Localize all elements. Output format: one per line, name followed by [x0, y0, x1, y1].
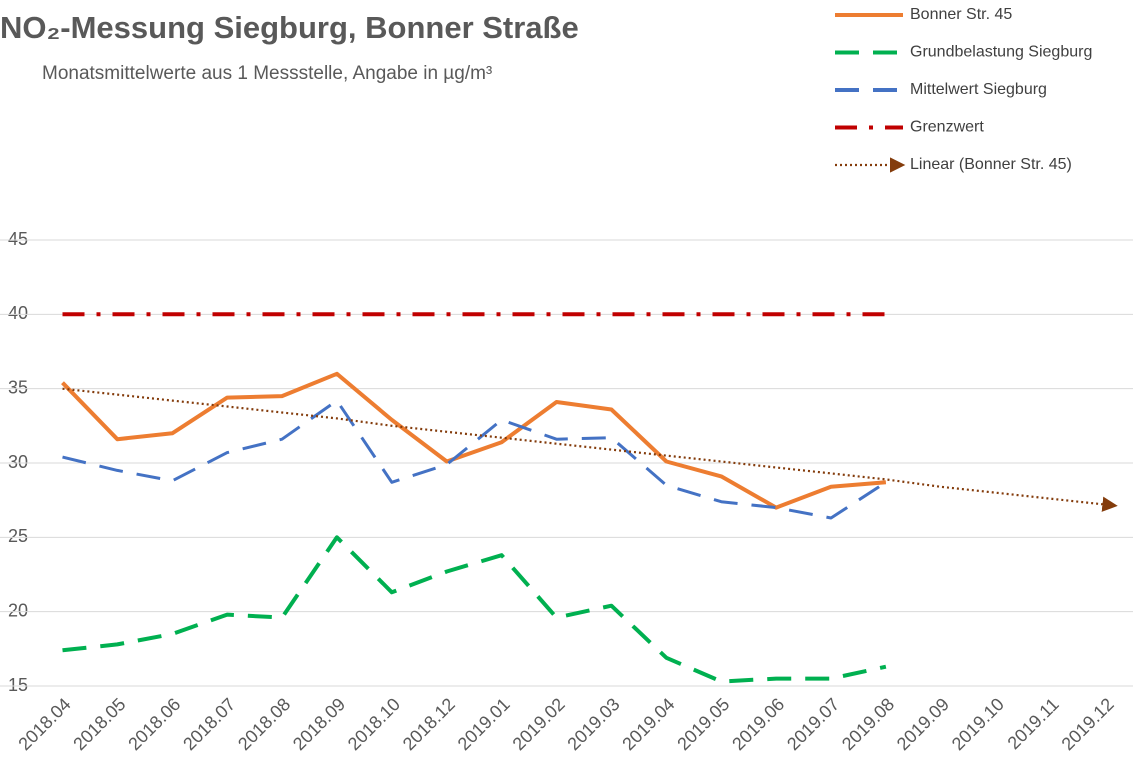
series-line	[62, 535, 887, 684]
legend-item: Linear (Bonner Str. 45)	[835, 156, 1072, 173]
legend-label: Mittelwert Siegburg	[910, 81, 1047, 98]
y-tick-label: 40	[8, 303, 28, 323]
y-tick-label: 30	[8, 452, 28, 472]
x-tick-label: 2018.09	[289, 694, 349, 754]
x-tick-label: 2019.08	[838, 694, 898, 754]
chart-subtitle: Monatsmittelwerte aus 1 Messstelle, Anga…	[42, 63, 492, 84]
y-tick-label: 45	[8, 229, 28, 249]
legend-item: Mittelwert Siegburg	[835, 81, 1047, 98]
x-tick-label: 2019.02	[509, 694, 569, 754]
legend-item: Bonner Str. 45	[835, 6, 1012, 23]
x-tick-label: 2019.11	[1004, 694, 1063, 753]
x-tick-label: 2019.12	[1058, 694, 1118, 754]
x-tick-label: 2018.04	[14, 694, 74, 754]
x-tick-label: 2018.06	[124, 694, 184, 754]
chart-title: NO₂-Messung Siegburg, Bonner Straße	[0, 10, 579, 45]
x-tick-label: 2019.06	[728, 694, 788, 754]
x-tick-label: 2019.10	[948, 694, 1008, 754]
x-tick-label: 2018.10	[344, 694, 404, 754]
legend-item: Grundbelastung Siegburg	[835, 44, 1092, 61]
legend-label: Bonner Str. 45	[910, 6, 1012, 23]
x-tick-label: 2018.08	[234, 694, 294, 754]
x-tick-label: 2018.05	[69, 694, 129, 754]
legend-item: Grenzwert	[835, 119, 984, 136]
x-tick-label: 2019.04	[618, 694, 678, 754]
x-tick-label: 2018.07	[179, 694, 239, 754]
y-tick-label: 15	[8, 675, 28, 695]
x-tick-label: 2019.01	[454, 694, 514, 754]
y-tick-label: 20	[8, 600, 28, 620]
y-tick-label: 35	[8, 377, 28, 397]
legend-label: Grenzwert	[910, 119, 984, 136]
legend-label: Grundbelastung Siegburg	[910, 44, 1092, 61]
y-tick-label: 25	[8, 526, 28, 546]
x-tick-label: 2019.07	[783, 694, 843, 754]
x-tick-label: 2018.12	[399, 694, 459, 754]
x-tick-label: 2019.05	[673, 694, 733, 754]
x-tick-label: 2019.09	[893, 694, 953, 754]
x-tick-label: 2019.03	[563, 694, 623, 754]
series-line	[61, 371, 887, 510]
legend-label: Linear (Bonner Str. 45)	[910, 156, 1072, 173]
